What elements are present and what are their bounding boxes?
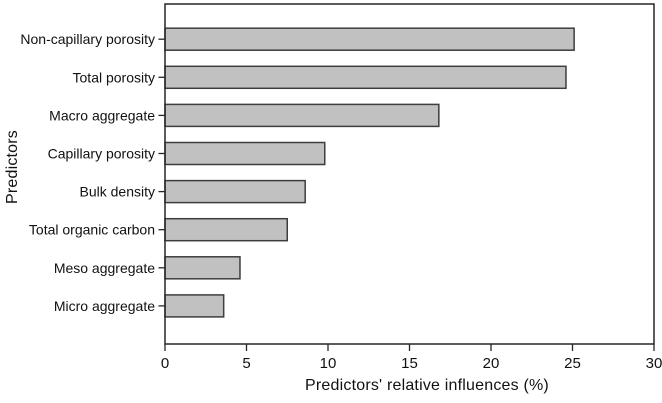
category-label: Micro aggregate	[54, 298, 155, 314]
x-tick-label: 10	[320, 355, 337, 372]
category-label: Capillary porosity	[48, 146, 155, 162]
category-label: Total porosity	[73, 69, 155, 85]
y-axis-title: Predictors	[4, 129, 21, 205]
x-tick-label: 25	[564, 355, 581, 372]
x-tick-label: 20	[483, 355, 500, 372]
bar	[164, 141, 326, 166]
bar	[164, 294, 225, 318]
x-axis-title: Predictors' relative influences (%)	[305, 377, 549, 394]
plot-frame	[164, 3, 655, 345]
bar	[164, 103, 440, 128]
bar	[164, 179, 306, 204]
category-label: Total organic carbon	[29, 222, 155, 238]
bar	[164, 65, 567, 90]
category-label: Non-capillary porosity	[20, 31, 155, 47]
category-label: Macro aggregate	[49, 107, 155, 123]
category-label: Bulk density	[80, 184, 155, 200]
bar	[164, 256, 241, 280]
category-label: Meso aggregate	[54, 260, 155, 276]
bar	[164, 27, 575, 51]
x-tick-label: 5	[242, 355, 250, 372]
x-tick-label: 30	[646, 355, 662, 372]
x-tick-label: 15	[401, 355, 418, 372]
x-tick-label: 0	[161, 355, 169, 372]
bar	[164, 217, 288, 242]
